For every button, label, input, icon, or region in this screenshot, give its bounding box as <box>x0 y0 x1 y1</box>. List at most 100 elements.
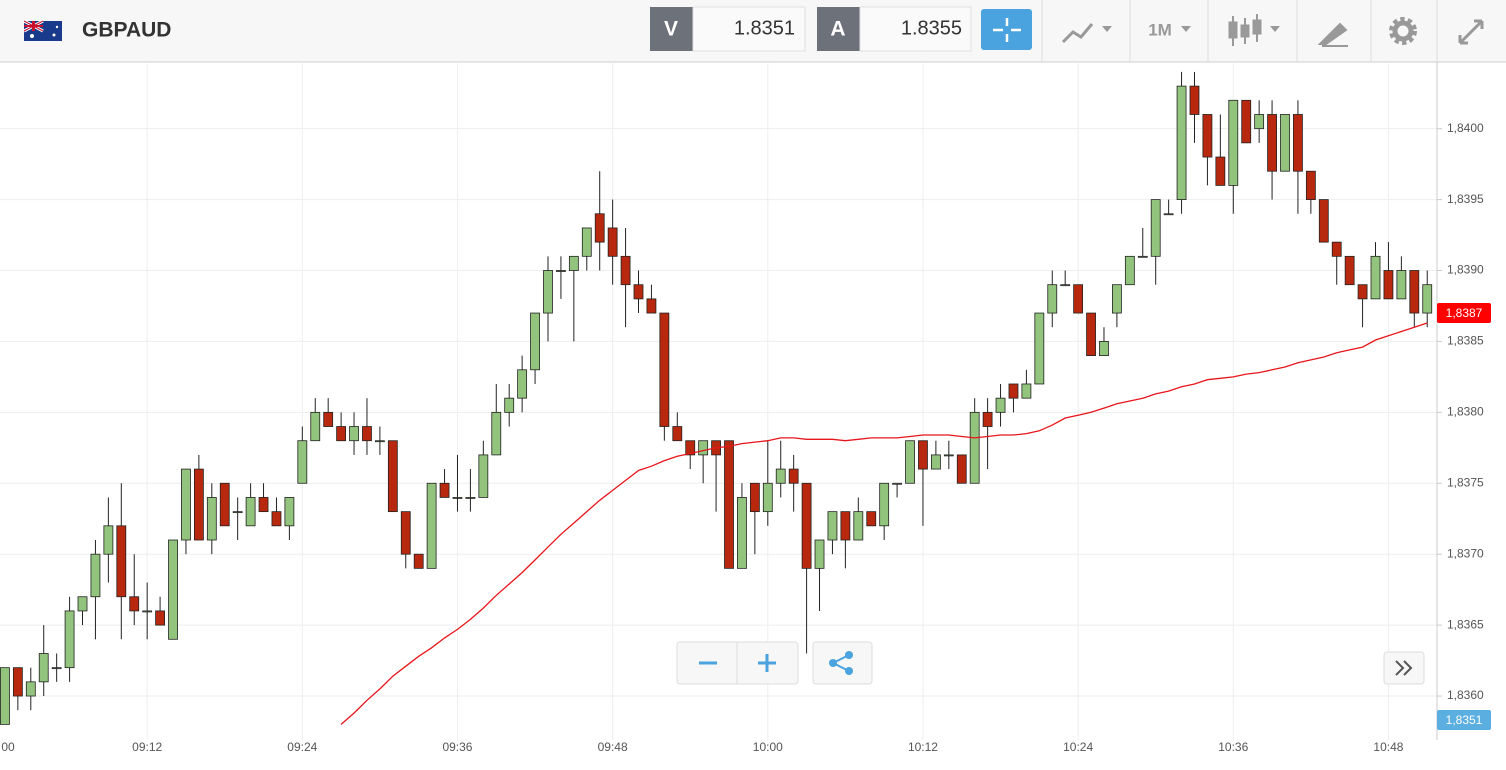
candle-body <box>38 653 49 683</box>
candle-body <box>1215 156 1226 186</box>
candle-body <box>840 511 851 541</box>
candle-body <box>439 482 450 498</box>
candle-body <box>181 468 191 541</box>
x-tick-label: 10:00 <box>753 740 783 754</box>
candle-body <box>1021 383 1032 399</box>
candle-body <box>737 497 747 569</box>
sell-label-box[interactable] <box>650 7 693 51</box>
candle-body <box>956 454 967 484</box>
candle-body <box>581 227 592 257</box>
candle-body <box>400 511 411 555</box>
buy-price[interactable]: 1.8355 <box>901 17 962 39</box>
x-tick-label: 10:48 <box>1373 740 1403 754</box>
share-button[interactable] <box>812 641 873 685</box>
candle-body <box>374 440 385 443</box>
x-tick-label: 10:12 <box>908 740 938 754</box>
candle-body <box>258 497 269 513</box>
y-tick-label: 1,8390 <box>1447 263 1484 277</box>
candle-body <box>1099 341 1109 357</box>
candle-body <box>1150 199 1161 257</box>
candle-body <box>1241 99 1252 144</box>
timeframe-arrow[interactable] <box>1181 26 1191 32</box>
candle-body <box>1280 114 1290 172</box>
candle-button[interactable] <box>1228 14 1280 46</box>
buy-label-box[interactable] <box>817 7 860 51</box>
candle-body <box>193 468 204 541</box>
candle-body <box>25 681 36 697</box>
candle-body <box>116 525 127 598</box>
draw-button[interactable] <box>1317 22 1348 47</box>
candle-body <box>879 482 890 527</box>
candle-body <box>1305 170 1316 200</box>
candle-body <box>853 511 864 541</box>
crosshair-button[interactable] <box>981 9 1032 50</box>
candle-body <box>245 497 256 527</box>
candle-body <box>297 440 308 484</box>
candle-body <box>1137 255 1148 258</box>
candle-body <box>1293 114 1303 172</box>
candle-body <box>51 667 62 670</box>
candle-body <box>1112 284 1122 314</box>
candle-body <box>1047 284 1058 314</box>
candle-body <box>1344 255 1355 286</box>
candle-body <box>310 411 321 442</box>
candle-body <box>77 596 88 612</box>
x-tick-label: 10:36 <box>1218 740 1248 754</box>
bid-price-marker <box>1437 710 1491 730</box>
candle-body <box>620 255 631 286</box>
chart-type-button[interactable] <box>1061 23 1112 44</box>
candle-body <box>64 610 75 669</box>
scroll-end-button[interactable] <box>1383 651 1425 685</box>
candle-body <box>930 454 941 470</box>
candle-body <box>607 227 618 257</box>
candle-body <box>685 440 696 456</box>
settings-button[interactable] <box>1389 17 1417 45</box>
toolbar-dividers <box>1041 0 1438 62</box>
candle-body <box>155 610 165 626</box>
candle-body <box>905 440 915 484</box>
candle-body <box>491 411 502 456</box>
candle-body <box>362 426 372 442</box>
candle-body <box>594 213 605 243</box>
candle-body <box>206 497 217 541</box>
candle-body <box>336 426 347 442</box>
y-tick-label: 1,8380 <box>1447 405 1484 419</box>
candle-body <box>801 482 812 569</box>
candle-body <box>543 270 553 314</box>
candle-body <box>284 497 295 527</box>
candle-body <box>0 667 10 725</box>
sell-price-box[interactable] <box>692 6 806 52</box>
buy-price-box[interactable] <box>859 6 972 52</box>
candle-body <box>1318 199 1329 243</box>
candle-body <box>1370 255 1381 300</box>
candle-body <box>659 312 670 427</box>
sell-price[interactable]: 1.8351 <box>734 17 795 39</box>
candle-body <box>504 397 515 413</box>
zoom-controls[interactable] <box>676 641 799 685</box>
candle-body <box>995 397 1006 413</box>
candle-body <box>1331 241 1342 257</box>
y-tick-label: 1,8385 <box>1447 334 1484 348</box>
x-tick-label: 10:24 <box>1063 740 1093 754</box>
plot: 1,8360 1,8365 1,8370 1,8375 1,8380 1,8385 1,83… <box>0 62 1484 754</box>
fullscreen-button[interactable] <box>1458 19 1484 45</box>
candle-body <box>672 426 683 442</box>
candle-body <box>1228 99 1239 186</box>
candle-body <box>749 482 760 513</box>
candle-body <box>646 298 657 314</box>
candle-body <box>1409 270 1420 314</box>
candle-body <box>827 511 838 541</box>
buy-label[interactable]: A <box>830 18 845 41</box>
candle-body <box>918 440 928 470</box>
candle-body <box>788 468 799 484</box>
sell-label[interactable]: V <box>664 18 678 41</box>
average-line <box>340 322 1428 725</box>
candle-body <box>271 511 282 527</box>
candle-body <box>982 411 993 427</box>
candle-body <box>90 553 101 598</box>
last-price-label: 1,8387 <box>1446 306 1483 320</box>
x-tick-label: 09:36 <box>442 740 472 754</box>
candle-body <box>426 482 437 569</box>
timeframe[interactable]: 1M <box>1148 20 1172 39</box>
candle-body <box>168 539 178 640</box>
